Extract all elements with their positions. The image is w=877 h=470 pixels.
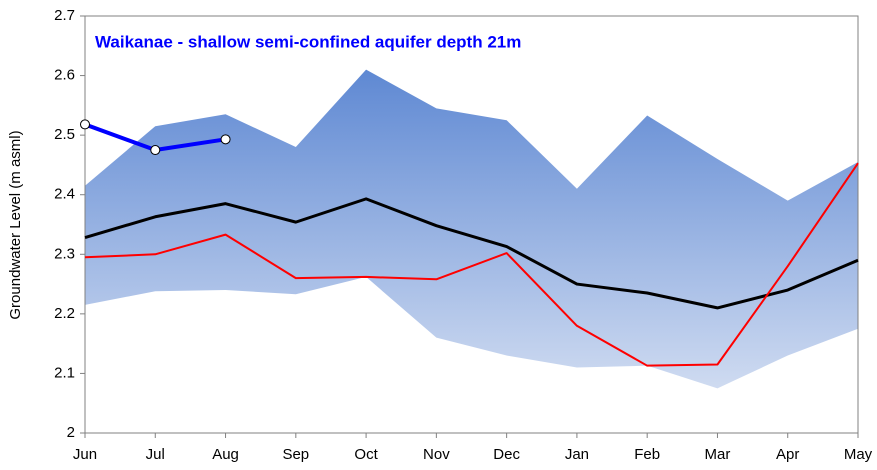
x-tick-label: Mar — [705, 446, 731, 463]
x-tick-label: Oct — [354, 446, 378, 463]
x-tick-label: Apr — [776, 446, 799, 463]
y-tick-label: 2.1 — [54, 364, 75, 381]
y-tick-label: 2.2 — [54, 305, 75, 322]
x-tick-label: May — [844, 446, 873, 463]
y-tick-label: 2 — [67, 424, 75, 441]
range-band — [85, 69, 858, 389]
point-marker — [80, 119, 90, 130]
y-tick-label: 2.7 — [54, 7, 75, 24]
x-tick-label: Jun — [73, 446, 97, 463]
y-axis-label: Groundwater Level (m asml) — [7, 130, 24, 319]
y-tick-label: 2.4 — [54, 186, 75, 203]
chart-title: Waikanae - shallow semi-confined aquifer… — [95, 32, 521, 51]
x-tick-label: Feb — [634, 446, 660, 463]
point-marker — [220, 134, 231, 145]
y-tick-label: 2.6 — [54, 67, 75, 84]
y-tick-label: 2.5 — [54, 126, 75, 143]
plot-frame — [84, 15, 859, 434]
x-tick-label: Sep — [282, 446, 309, 463]
x-tick-label: Aug — [212, 446, 239, 463]
x-tick-label: Jul — [146, 446, 165, 463]
plot-area: 2 2.1 2.2 2.3 2.4 2.5 2.6 2.7 Jun Jul Aug Sep Oct Nov… — [54, 7, 873, 463]
series-line — [84, 197, 859, 310]
x-tick-label: Jan — [565, 446, 589, 463]
point-marker — [150, 145, 161, 156]
x-tick-label: Nov — [423, 446, 450, 463]
x-tick-label: Dec — [493, 446, 520, 463]
y-tick-label: 2.3 — [54, 245, 75, 262]
series-line — [84, 162, 859, 367]
